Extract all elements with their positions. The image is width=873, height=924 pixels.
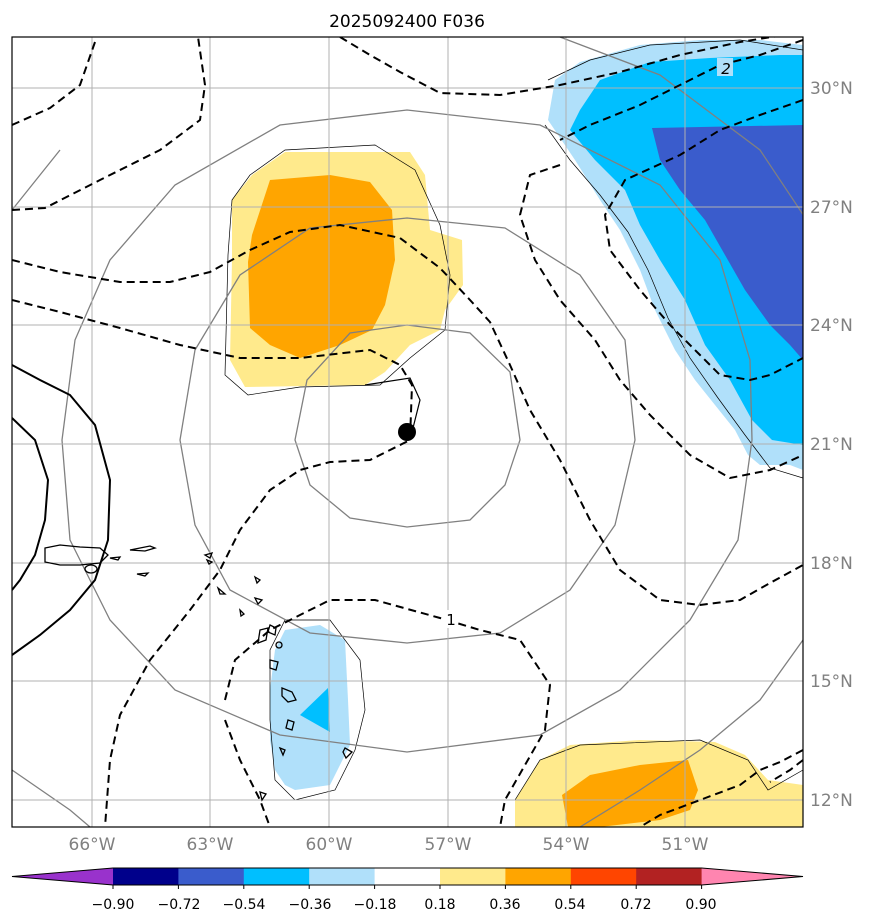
colorbar-tick-label: 0.36 [489, 897, 520, 913]
lat-label: 12°N [810, 791, 853, 811]
colorbar-segment [178, 868, 245, 885]
colorbar-tick-label: 0.18 [424, 897, 455, 913]
lat-label: 27°N [810, 198, 853, 218]
lon-label: 60°W [306, 835, 353, 855]
colorbar-segment [636, 868, 703, 885]
dashed-contours [12, 37, 803, 827]
lat-label: 30°N [810, 79, 853, 99]
positive-anomaly-north [224, 144, 463, 396]
negative-anomaly-south [269, 619, 366, 801]
colorbar-tick-label: −0.72 [158, 897, 201, 913]
colorbar-segment [113, 868, 179, 885]
colorbar-segment [505, 868, 572, 885]
lat-label: 21°N [810, 435, 853, 455]
negative-anomaly-northeast [544, 39, 803, 479]
colorbar-tick-label: 0.72 [620, 897, 651, 913]
map-title: 2025092400 F036 [329, 12, 485, 32]
colorbar-tick-label: 0.90 [685, 897, 716, 913]
colorbar-extend-low [12, 868, 113, 885]
colorbar-tick-labels: −0.90 −0.72 −0.54 −0.36 −0.18 0.18 0.36 … [92, 897, 717, 913]
colorbar-segment [243, 868, 310, 885]
colorbar [11, 867, 804, 889]
colorbar-tick-label: −0.18 [354, 897, 397, 913]
contour-label-1: 1 [446, 611, 456, 629]
graticule [12, 37, 803, 827]
west-solid-contour [12, 364, 112, 656]
contour-label-2: 2 [721, 60, 731, 78]
islands [44, 544, 354, 802]
lon-label: 54°W [543, 835, 590, 855]
colorbar-tick-label: −0.36 [289, 897, 332, 913]
colorbar-tick-label: −0.90 [92, 897, 135, 913]
lat-label: 24°N [810, 316, 853, 336]
colorbar-extend-high [701, 868, 803, 885]
lon-label: 66°W [69, 835, 116, 855]
colorbar-tick-label: −0.54 [223, 897, 266, 913]
longitude-labels: 66°W 63°W 60°W 57°W 54°W 51°W [69, 835, 709, 855]
colorbar-segment [309, 868, 376, 885]
lon-label: 57°W [425, 835, 472, 855]
lat-label: 15°N [810, 672, 853, 692]
latitude-labels: 30°N 27°N 24°N 21°N 18°N 15°N 12°N [810, 79, 853, 811]
storm-center-marker [398, 423, 416, 441]
center-contour [364, 377, 421, 441]
lon-label: 63°W [187, 835, 234, 855]
colorbar-segment [374, 868, 441, 885]
map-panel: 2 1 [12, 37, 803, 827]
colorbar-tick-label: 0.54 [554, 897, 585, 913]
lon-label: 51°W [662, 835, 709, 855]
positive-anomaly-southeast [514, 739, 803, 827]
map-frame [11, 36, 804, 828]
colorbar-segment [570, 868, 637, 885]
colorbar-segment [440, 868, 506, 885]
lat-label: 18°N [810, 554, 853, 574]
